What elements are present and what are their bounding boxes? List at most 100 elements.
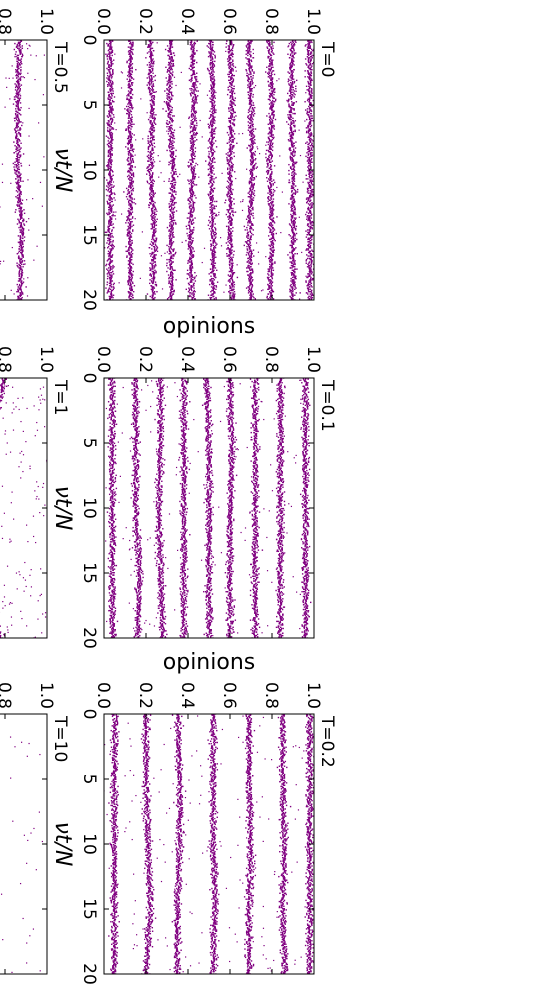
cluster-3-point — [151, 70, 154, 72]
cluster-8-point — [250, 161, 253, 163]
cluster-6-point — [213, 205, 216, 207]
cluster-1-point — [105, 53, 107, 55]
cluster-3-point — [146, 180, 148, 182]
cluster-1-point — [109, 68, 111, 71]
cluster-3-point — [151, 165, 153, 167]
cluster-4-point — [171, 175, 174, 178]
cluster-6-point — [210, 174, 212, 177]
cluster-2-point — [130, 184, 133, 186]
cluster-4-point — [168, 58, 170, 60]
cluster-1-point — [109, 212, 111, 215]
cluster-1-point — [108, 102, 111, 104]
cluster-1-point — [111, 154, 113, 156]
cluster-6-point — [208, 228, 211, 230]
cluster-6-point — [209, 180, 212, 182]
cluster-3-point — [151, 167, 153, 169]
cluster-4-point — [169, 187, 171, 190]
cluster-2-point — [129, 73, 132, 76]
cluster-2-point — [130, 141, 132, 143]
cluster-4-point — [168, 203, 170, 205]
cluster-4-point — [168, 143, 171, 146]
cluster-7-point — [230, 182, 233, 185]
cluster-6-point — [211, 44, 214, 46]
cluster-6-point — [215, 205, 217, 207]
cluster-6-point — [207, 224, 210, 226]
cluster-8-point — [254, 139, 256, 141]
cluster-2-point — [129, 228, 131, 230]
cluster-7-point — [234, 211, 237, 213]
cluster-8-point — [250, 51, 252, 53]
cluster-7-point — [232, 188, 234, 191]
cluster-2-point — [128, 65, 130, 67]
cluster-1-point — [110, 290, 112, 293]
cluster-1-point — [112, 109, 114, 111]
cluster-1-point — [109, 87, 111, 90]
cluster-5-point — [193, 201, 196, 204]
cluster-5-point — [190, 295, 192, 298]
cluster-2-point — [125, 129, 127, 131]
cluster-7-point — [231, 230, 234, 232]
cluster-6-point — [213, 71, 215, 73]
cluster-4-point — [172, 209, 174, 211]
cluster-1-point — [106, 200, 108, 203]
cluster-1-point — [107, 161, 109, 163]
cluster-1-point — [108, 251, 111, 254]
cluster-2-point — [129, 84, 131, 86]
cluster-7-point — [227, 168, 229, 171]
cluster-5-point — [191, 118, 194, 121]
cluster-4-point — [174, 269, 176, 272]
cluster-6-point — [214, 215, 217, 217]
cluster-6-point — [211, 210, 213, 212]
cluster-1-point — [109, 295, 112, 298]
cluster-7-point — [227, 210, 230, 212]
cluster-7-point — [226, 58, 229, 60]
cluster-3-point — [150, 158, 152, 160]
cluster-7-point — [230, 241, 232, 243]
cluster-4-point — [171, 169, 173, 172]
cluster-4-point — [170, 188, 172, 191]
cluster-1-point — [110, 250, 112, 253]
cluster-6-point — [209, 271, 212, 274]
cluster-6-point — [210, 162, 213, 165]
cluster-1-point — [110, 40, 112, 42]
cluster-1-point — [109, 168, 112, 171]
cluster-1-point — [112, 223, 114, 225]
cluster-6-point — [213, 76, 215, 78]
cluster-1-point — [112, 241, 114, 243]
cluster-5-point — [191, 101, 193, 103]
cluster-6-point — [213, 158, 216, 160]
cluster-1-point — [110, 248, 113, 250]
cluster-1-point — [110, 140, 112, 142]
cluster-7-point — [227, 216, 229, 218]
cluster-5-point — [192, 201, 195, 204]
cluster-7-point — [229, 287, 231, 289]
cluster-3-point — [148, 168, 151, 171]
cluster-7-point — [233, 99, 236, 102]
cluster-2-point — [127, 80, 130, 83]
cluster-4-point — [166, 244, 168, 247]
cluster-7-point — [227, 191, 229, 193]
cluster-2-point — [129, 179, 131, 181]
cluster-3-point — [149, 253, 151, 255]
cluster-5-point — [191, 156, 193, 159]
cluster-1-point — [107, 136, 109, 139]
cluster-6-point — [213, 279, 216, 281]
cluster-1-point — [108, 48, 110, 51]
cluster-1-point — [109, 129, 111, 131]
cluster-4-point — [172, 167, 175, 169]
cluster-1-point — [110, 117, 112, 120]
cluster-4-point — [175, 173, 178, 175]
cluster-5-point — [190, 186, 193, 188]
cluster-6-point — [213, 122, 216, 124]
cluster-2-point — [129, 104, 131, 106]
cluster-3-point — [152, 172, 154, 174]
cluster-4-point — [169, 268, 172, 270]
cluster-4-point — [168, 261, 171, 263]
cluster-7-point — [228, 175, 231, 178]
cluster-1-point — [108, 263, 111, 266]
cluster-7-point — [228, 150, 231, 153]
cluster-5-point — [192, 192, 195, 194]
cluster-7-point — [230, 228, 232, 230]
cluster-7-point — [228, 171, 230, 173]
cluster-1-point — [110, 159, 113, 161]
